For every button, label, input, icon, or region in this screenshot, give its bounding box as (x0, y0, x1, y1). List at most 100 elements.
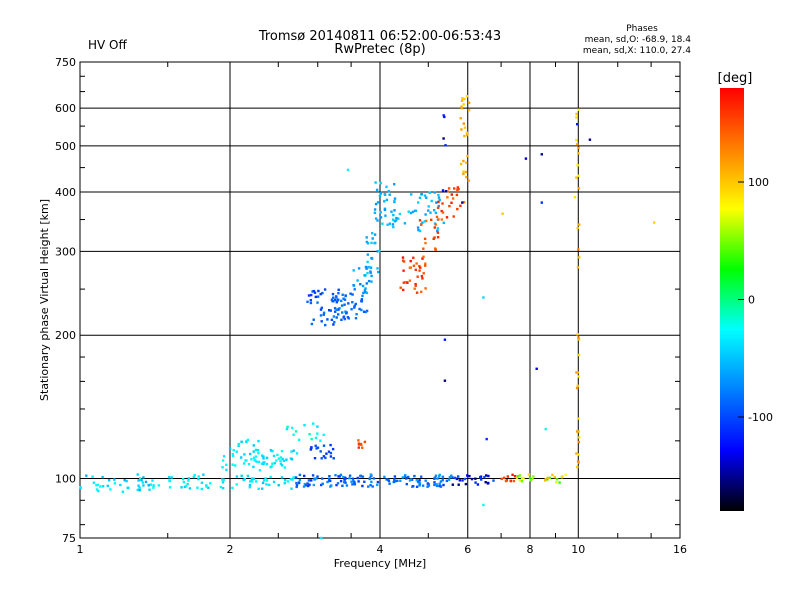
data-point (466, 154, 469, 158)
data-point (285, 458, 288, 461)
data-point (346, 316, 350, 319)
data-point (450, 193, 453, 196)
data-point (346, 168, 350, 172)
data-point (575, 112, 578, 116)
data-point (428, 191, 431, 194)
data-point (231, 454, 235, 458)
data-point (276, 453, 279, 457)
data-point (337, 313, 340, 316)
data-point (280, 450, 284, 453)
data-point (262, 455, 265, 458)
data-point (540, 201, 543, 204)
data-point (144, 480, 148, 484)
data-point (295, 481, 298, 485)
data-point (524, 157, 528, 160)
data-point (340, 304, 344, 307)
data-point (401, 476, 404, 479)
data-point (292, 476, 295, 479)
data-point (483, 475, 486, 479)
data-point (265, 483, 268, 486)
data-point (399, 286, 402, 289)
data-point (342, 316, 345, 319)
data-point (463, 477, 467, 481)
data-point (437, 193, 440, 197)
data-point (383, 200, 386, 203)
data-point (185, 485, 188, 488)
data-point (433, 481, 436, 484)
data-point (344, 481, 347, 484)
data-point (316, 432, 319, 435)
data-point (92, 481, 96, 484)
data-point (440, 218, 443, 221)
data-point (222, 478, 225, 481)
data-point (136, 473, 139, 476)
data-point (408, 279, 412, 282)
data-point (461, 479, 464, 482)
data-point (352, 269, 355, 272)
data-point (262, 461, 265, 464)
data-point (343, 298, 347, 301)
colorbar: [deg] 100 0 -100 (718, 71, 773, 511)
data-point (99, 485, 102, 488)
data-point (378, 249, 381, 253)
data-point (500, 477, 503, 481)
data-point (376, 201, 380, 204)
data-point (438, 475, 441, 478)
data-point (390, 210, 393, 213)
data-point (447, 187, 451, 190)
data-point (430, 218, 433, 221)
data-point (364, 291, 367, 294)
data-point (474, 477, 477, 480)
data-point (443, 115, 446, 119)
data-point (339, 479, 343, 483)
data-point (341, 484, 344, 487)
data-point (467, 108, 471, 112)
data-point (113, 478, 116, 481)
data-point (424, 264, 427, 267)
data-point (448, 475, 452, 479)
data-point (290, 487, 293, 490)
data-point (433, 476, 437, 479)
data-point (364, 310, 368, 314)
data-point (430, 199, 433, 203)
data-point (309, 299, 312, 302)
y-tick-label: 500 (55, 140, 76, 153)
data-point (371, 237, 374, 240)
data-point (265, 462, 269, 466)
data-point (237, 443, 241, 446)
data-point (462, 170, 465, 173)
data-point (540, 153, 543, 156)
data-point (113, 482, 117, 485)
data-point (401, 259, 405, 262)
data-point (308, 433, 311, 436)
data-point (575, 176, 578, 179)
data-point (322, 313, 325, 316)
data-point (450, 201, 453, 204)
data-point (394, 480, 397, 483)
data-point (240, 440, 243, 443)
data-point (420, 475, 423, 478)
y-tick-label: 600 (55, 102, 76, 115)
data-point (412, 264, 416, 267)
data-point (316, 425, 319, 428)
data-point (553, 476, 556, 479)
data-point (442, 114, 445, 117)
data-point (254, 448, 258, 452)
data-point (335, 301, 338, 304)
data-point (320, 457, 323, 460)
phase-stats-heading: Phases (626, 24, 658, 34)
data-point (316, 475, 319, 478)
data-point (376, 480, 380, 484)
data-point (429, 211, 432, 214)
data-point (269, 475, 272, 479)
data-point (283, 482, 286, 485)
data-point (279, 462, 283, 465)
data-point (427, 482, 430, 486)
data-point (422, 255, 425, 258)
data-point (221, 459, 225, 462)
data-point (501, 212, 504, 215)
y-tick-label: 100 (55, 473, 76, 486)
data-point (369, 271, 372, 274)
data-point (138, 489, 141, 492)
data-point (324, 323, 327, 327)
